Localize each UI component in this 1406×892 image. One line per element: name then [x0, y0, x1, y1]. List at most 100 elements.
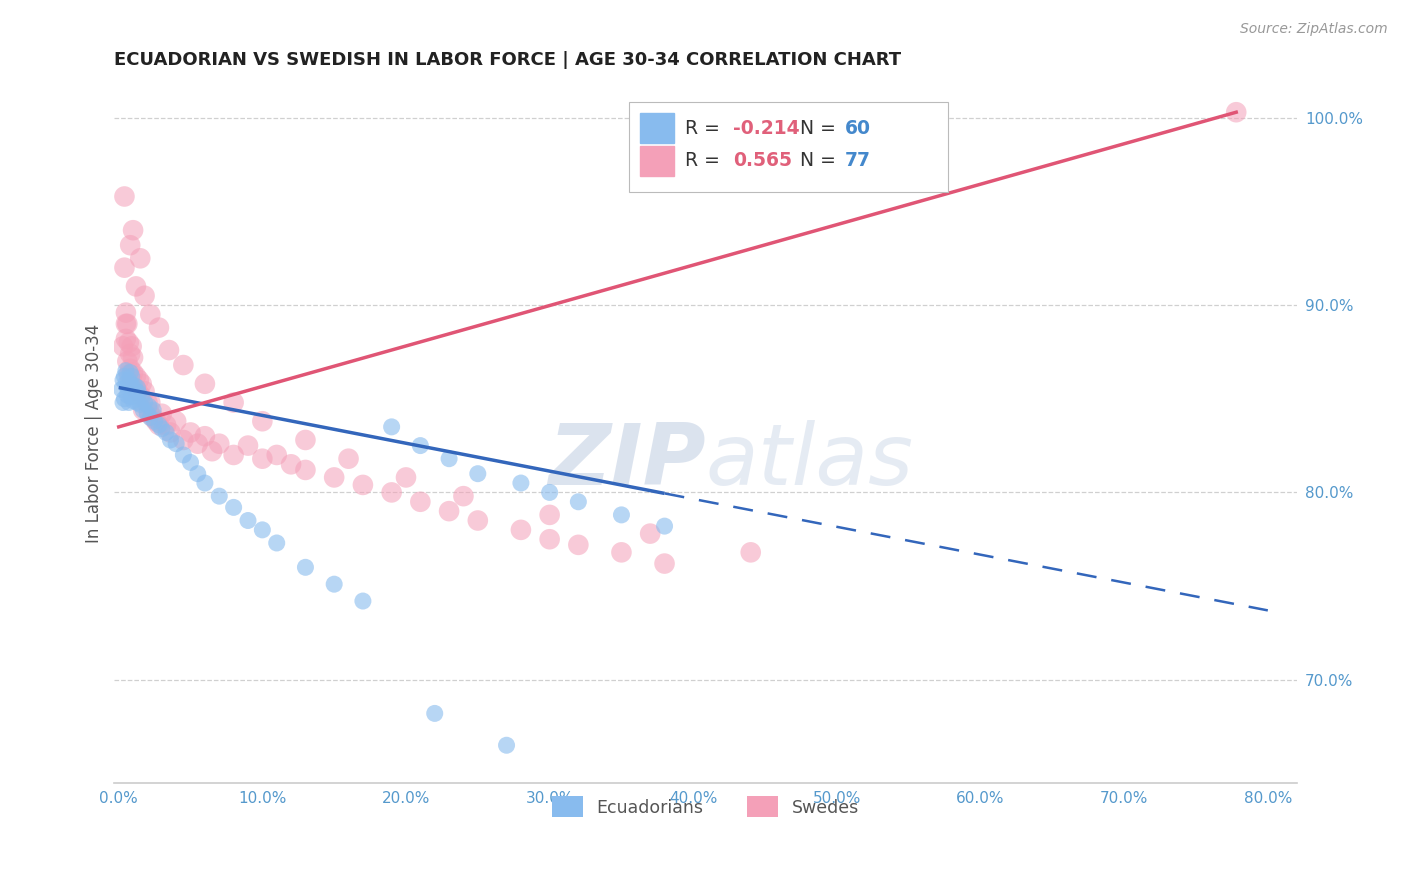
- Point: [654, 519, 676, 533]
- Point: [165, 414, 187, 428]
- Point: [567, 538, 589, 552]
- Text: N =: N =: [800, 119, 842, 137]
- Point: [180, 455, 202, 469]
- Point: [148, 417, 170, 432]
- Point: [122, 351, 145, 365]
- Point: [120, 347, 142, 361]
- Point: [222, 395, 245, 409]
- Point: [125, 369, 148, 384]
- Point: [323, 470, 346, 484]
- Point: [423, 706, 446, 721]
- Text: 0.565: 0.565: [733, 152, 792, 170]
- Point: [150, 422, 173, 436]
- Point: [138, 405, 160, 419]
- Point: [124, 388, 146, 402]
- Point: [128, 373, 150, 387]
- Point: [437, 451, 460, 466]
- Point: [165, 436, 187, 450]
- Point: [127, 395, 149, 409]
- Point: [132, 403, 155, 417]
- Point: [323, 577, 346, 591]
- Point: [150, 407, 173, 421]
- Legend: Ecuadorians, Swedes: Ecuadorians, Swedes: [544, 789, 866, 824]
- Point: [280, 458, 302, 472]
- Point: [129, 252, 152, 266]
- Point: [131, 376, 153, 391]
- Point: [610, 545, 633, 559]
- Point: [638, 526, 661, 541]
- Point: [509, 523, 531, 537]
- Point: [252, 414, 274, 428]
- Point: [337, 451, 360, 466]
- Point: [208, 436, 231, 450]
- Point: [236, 514, 259, 528]
- Point: [437, 504, 460, 518]
- Point: [115, 305, 138, 319]
- Point: [139, 395, 162, 409]
- Point: [172, 448, 194, 462]
- Point: [194, 429, 217, 443]
- Bar: [641, 113, 673, 143]
- Point: [172, 358, 194, 372]
- Point: [143, 414, 166, 428]
- Point: [115, 317, 138, 331]
- Point: [142, 410, 165, 425]
- Point: [114, 392, 136, 406]
- Point: [538, 485, 561, 500]
- Point: [495, 738, 517, 752]
- Point: [467, 514, 489, 528]
- Text: N =: N =: [800, 152, 842, 170]
- Point: [129, 397, 152, 411]
- Point: [132, 403, 155, 417]
- Point: [129, 388, 152, 402]
- Point: [134, 395, 156, 409]
- Point: [120, 376, 142, 391]
- Point: [201, 444, 224, 458]
- Point: [121, 369, 143, 384]
- Point: [159, 433, 181, 447]
- Point: [294, 560, 316, 574]
- Point: [1225, 105, 1247, 120]
- Point: [740, 545, 762, 559]
- Point: [381, 420, 404, 434]
- FancyBboxPatch shape: [628, 102, 948, 193]
- Point: [121, 373, 143, 387]
- Point: [180, 425, 202, 440]
- Point: [138, 399, 160, 413]
- Point: [187, 436, 209, 450]
- Point: [127, 380, 149, 394]
- Point: [114, 260, 136, 275]
- Point: [294, 433, 316, 447]
- Point: [409, 495, 432, 509]
- Point: [157, 343, 180, 357]
- Point: [538, 533, 561, 547]
- Point: [120, 366, 142, 380]
- Point: [112, 395, 135, 409]
- Point: [145, 414, 167, 428]
- Text: Source: ZipAtlas.com: Source: ZipAtlas.com: [1240, 22, 1388, 37]
- Point: [121, 390, 143, 404]
- Point: [114, 189, 136, 203]
- Point: [118, 335, 141, 350]
- Point: [134, 384, 156, 399]
- Point: [134, 289, 156, 303]
- Text: 77: 77: [845, 152, 870, 170]
- Text: R =: R =: [685, 119, 727, 137]
- Point: [136, 395, 159, 409]
- Point: [172, 433, 194, 447]
- Point: [117, 380, 139, 394]
- Point: [128, 386, 150, 401]
- Text: 60: 60: [845, 119, 870, 137]
- Point: [610, 508, 633, 522]
- Point: [139, 410, 162, 425]
- Point: [117, 388, 139, 402]
- Point: [112, 373, 135, 387]
- Point: [118, 395, 141, 409]
- Point: [294, 463, 316, 477]
- Point: [236, 439, 259, 453]
- Point: [124, 380, 146, 394]
- Point: [115, 364, 138, 378]
- Point: [155, 425, 177, 440]
- Point: [266, 536, 288, 550]
- Point: [187, 467, 209, 481]
